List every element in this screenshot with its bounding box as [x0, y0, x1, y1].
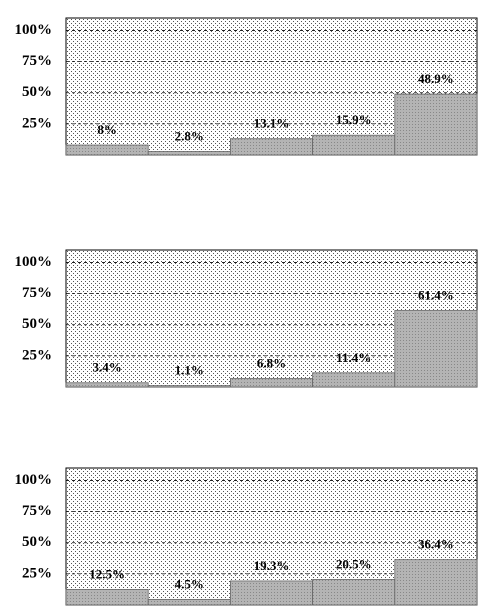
value-label: 20.5%: [336, 556, 372, 571]
bar: [65, 382, 149, 388]
y-tick-label: 100%: [15, 472, 53, 488]
bar: [312, 579, 396, 606]
y-tick-label: 100%: [15, 22, 53, 38]
bar: [65, 144, 149, 156]
bar: [65, 589, 149, 606]
value-label: 36.4%: [418, 537, 454, 552]
y-tick-label: 50%: [22, 316, 52, 332]
value-label: 12.5%: [89, 566, 125, 581]
value-label: 61.4%: [418, 288, 454, 303]
bar: [229, 378, 313, 388]
value-label: 13.1%: [254, 116, 290, 131]
bar: [147, 598, 231, 606]
y-tick-label: 25%: [22, 347, 52, 363]
bar: [229, 580, 313, 606]
value-label: 48.9%: [418, 71, 454, 86]
y-tick-label: 50%: [22, 84, 52, 100]
value-label: 11.4%: [336, 350, 371, 365]
bar: [394, 93, 478, 156]
bar: [312, 372, 396, 388]
bar: [394, 559, 478, 606]
y-tick-label: 75%: [22, 53, 52, 69]
value-label: 8%: [97, 122, 117, 137]
y-tick-label: 25%: [22, 565, 52, 581]
y-tick-label: 25%: [22, 115, 52, 131]
bar: [312, 134, 396, 156]
value-label: 1.1%: [175, 363, 204, 378]
bar: [229, 138, 313, 156]
value-label: 15.9%: [336, 112, 372, 127]
value-label: 19.3%: [254, 558, 290, 573]
y-tick-label: 50%: [22, 534, 52, 550]
bar: [147, 151, 231, 156]
value-label: 4.5%: [175, 576, 204, 591]
bar: [394, 310, 478, 388]
y-tick-label: 75%: [22, 503, 52, 519]
y-tick-label: 75%: [22, 285, 52, 301]
y-tick-label: 100%: [15, 254, 53, 270]
value-label: 6.8%: [257, 356, 286, 371]
value-label: 3.4%: [92, 360, 121, 375]
value-label: 2.8%: [175, 128, 204, 143]
bar: [147, 385, 231, 388]
